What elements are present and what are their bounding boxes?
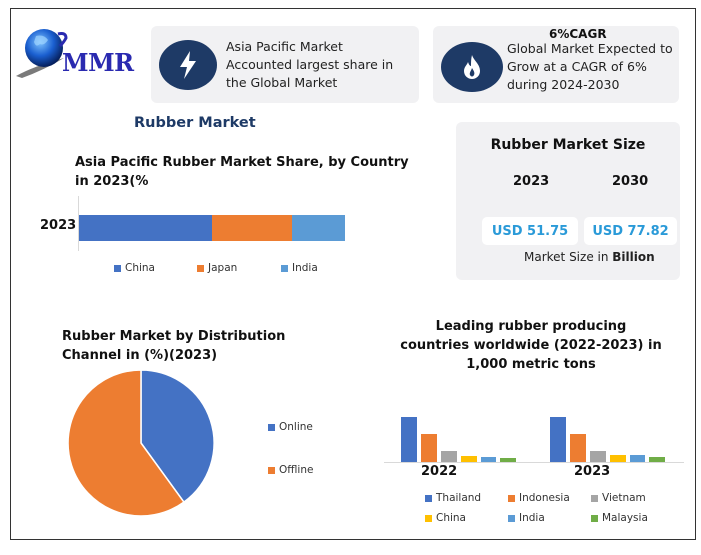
legend-label: Online bbox=[279, 421, 313, 433]
distribution-pie-chart bbox=[67, 369, 217, 523]
legend-label: Vietnam bbox=[602, 492, 646, 504]
prod-legend-malaysia: Malaysia bbox=[591, 512, 648, 524]
legend-label: Offline bbox=[279, 464, 314, 476]
info-card-text: Asia Pacific Market Accounted largest sh… bbox=[226, 39, 394, 90]
prod-legend-thailand: Thailand bbox=[425, 492, 481, 504]
bar-segment-china bbox=[79, 215, 212, 241]
globe-icon bbox=[16, 29, 68, 78]
legend-swatch bbox=[591, 494, 598, 502]
market-size-unit-note: Market Size in Billion bbox=[524, 250, 655, 264]
bar-2023-indonesia bbox=[570, 434, 586, 462]
legend-label: India bbox=[292, 262, 318, 274]
market-size-value-2023: USD 51.75 bbox=[482, 217, 578, 245]
legend-label: China bbox=[125, 262, 155, 274]
pie-slice-online bbox=[140, 369, 215, 504]
bar-2022-indonesia bbox=[421, 434, 437, 462]
prod-legend-india: India bbox=[508, 512, 545, 524]
legend-swatch bbox=[268, 423, 275, 431]
market-size-card: Rubber Market Size 2023 2030 USD 51.75 U… bbox=[456, 122, 680, 280]
legend-swatch bbox=[268, 466, 275, 474]
bar-2022-india bbox=[481, 457, 496, 462]
legend-swatch bbox=[281, 264, 288, 272]
bar-2023-thailand bbox=[550, 417, 566, 462]
ap-share-legend-japan: Japan bbox=[197, 262, 237, 274]
bar-segment-india bbox=[291, 215, 345, 241]
legend-label: Indonesia bbox=[519, 492, 570, 504]
ap-share-chart-title: Asia Pacific Rubber Market Share, by Cou… bbox=[75, 155, 409, 189]
info-card-text: Global Market Expected to Grow at a CAGR… bbox=[507, 41, 673, 92]
legend-label: Japan bbox=[208, 262, 238, 274]
legend-swatch bbox=[197, 264, 204, 272]
legend-swatch bbox=[114, 264, 121, 272]
lightning-icon bbox=[159, 40, 217, 90]
x-label-2023: 2023 bbox=[574, 464, 611, 479]
bar-2023-malaysia bbox=[649, 457, 665, 462]
info-card-cagr: 6%CAGR Global Market Expected to Grow at… bbox=[433, 26, 679, 103]
production-chart-axis bbox=[384, 462, 684, 463]
pie-slice-offline bbox=[67, 369, 185, 517]
legend-swatch bbox=[591, 514, 598, 522]
prod-legend-china: China bbox=[425, 512, 466, 524]
info-card-asia-pacific: Asia Pacific Market Accounted largest sh… bbox=[151, 26, 419, 103]
ap-share-stacked-bar bbox=[79, 215, 345, 241]
page-title: Rubber Market bbox=[134, 115, 256, 131]
bar-2022-thailand bbox=[401, 417, 417, 462]
legend-swatch bbox=[508, 494, 515, 502]
ap-share-legend-india: India bbox=[281, 262, 318, 274]
bar-2022-malaysia bbox=[500, 458, 516, 462]
market-size-title: Rubber Market Size bbox=[490, 137, 646, 153]
ap-share-category-label: 2023 bbox=[40, 218, 77, 233]
legend-swatch bbox=[425, 494, 432, 502]
bar-2023-vietnam bbox=[590, 451, 606, 462]
bar-2023-india bbox=[630, 455, 645, 462]
legend-label: Malaysia bbox=[602, 512, 648, 524]
x-label-2022: 2022 bbox=[421, 464, 458, 479]
bar-2022-china bbox=[461, 456, 477, 462]
bar-segment-japan bbox=[212, 215, 292, 241]
legend-swatch bbox=[508, 514, 515, 522]
cagr-headline: 6%CAGR bbox=[549, 27, 607, 41]
legend-label: China bbox=[436, 512, 466, 524]
legend-label: India bbox=[519, 512, 545, 524]
pie-legend-online: Online bbox=[268, 421, 313, 433]
bar-2022-vietnam bbox=[441, 451, 457, 462]
flame-icon bbox=[441, 42, 503, 92]
mmr-logo: MMR bbox=[14, 26, 144, 86]
prod-legend-indonesia: Indonesia bbox=[508, 492, 570, 504]
note-unit: Billion bbox=[612, 250, 655, 264]
bar-2023-china bbox=[610, 455, 626, 462]
pie-legend-offline: Offline bbox=[268, 464, 313, 476]
legend-label: Thailand bbox=[436, 492, 482, 504]
market-size-value-2030: USD 77.82 bbox=[584, 217, 677, 245]
production-chart-title: Leading rubber producing countries world… bbox=[400, 319, 662, 372]
market-size-year-2023: 2023 bbox=[513, 174, 550, 189]
distribution-chart-title: Rubber Market by Distribution Channel in… bbox=[62, 329, 286, 363]
note-prefix: Market Size in bbox=[524, 250, 613, 264]
ap-share-legend-china: China bbox=[114, 262, 155, 274]
prod-legend-vietnam: Vietnam bbox=[591, 492, 646, 504]
legend-swatch bbox=[425, 514, 432, 522]
logo-text: MMR bbox=[62, 48, 134, 77]
ap-share-axis bbox=[78, 196, 79, 251]
market-size-year-2030: 2030 bbox=[612, 174, 649, 189]
